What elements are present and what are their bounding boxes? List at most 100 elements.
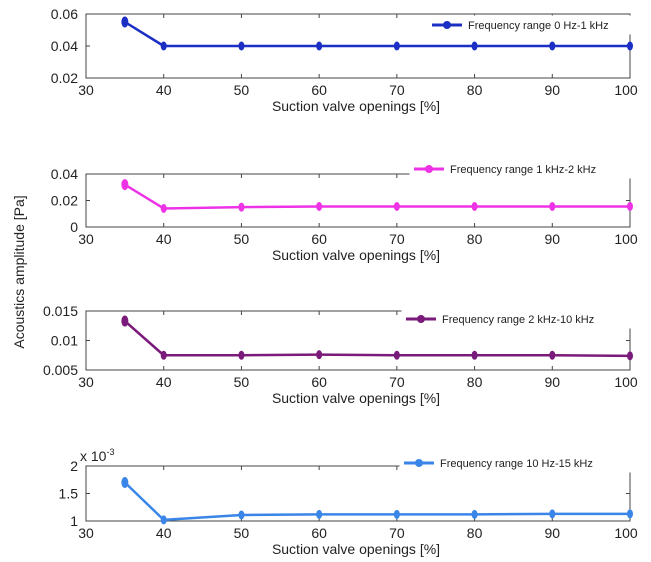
y-tick-label: 0.015	[43, 303, 78, 319]
x-tick-label: 50	[234, 525, 250, 541]
x-tick-label: 90	[544, 82, 560, 98]
x-tick-label: 80	[467, 374, 483, 390]
x-tick-label: 70	[389, 374, 405, 390]
y-tick-label: 1.5	[59, 486, 79, 502]
legend-label: Frequency range 1 kHz-2 kHz	[450, 164, 596, 176]
x-tick-label: 40	[156, 231, 172, 247]
x-tick-label: 40	[156, 374, 172, 390]
legend-marker	[443, 21, 451, 29]
data-point	[627, 509, 633, 519]
x-tick-label: 70	[389, 231, 405, 247]
x-axis-label: Suction valve openings [%]	[272, 98, 440, 114]
y-tick-label: 2	[70, 458, 78, 474]
legend: Frequency range 10 Hz-15 kHz	[399, 453, 631, 473]
y-tick-label: 0.02	[51, 70, 78, 86]
subplot-1: 30 40 50 60 70 80 90 100 0.02 0.04 0.06 Suction val…	[51, 6, 638, 114]
x-tick-label: 40	[156, 525, 172, 541]
legend-box	[409, 159, 631, 179]
subplot-2: 30 40 50 60 70 80 90 100 0 0.02 0.04 Suction valve …	[51, 159, 638, 263]
legend-box	[427, 15, 631, 35]
x-tick-label: 50	[234, 82, 250, 98]
data-point	[121, 16, 129, 28]
y-tick-label: 0.02	[51, 193, 78, 209]
subplot-3: 30 40 50 60 70 80 90 100 0.005 0.01 0.015 Suction v…	[43, 303, 638, 406]
x-tick-label: 80	[467, 525, 483, 541]
legend-label: Frequency range 0 Hz-1 kHz	[468, 20, 609, 32]
x-axis-label: Suction valve openings [%]	[272, 390, 440, 406]
y-tick-label: 1	[70, 513, 78, 529]
x-tick-label: 80	[467, 231, 483, 247]
x-tick-label: 100	[614, 231, 638, 247]
data-point	[549, 350, 556, 360]
data-point	[393, 350, 400, 360]
x-tick-label: 50	[234, 231, 250, 247]
data-point	[471, 201, 478, 211]
data-point	[160, 203, 167, 213]
data-point	[238, 510, 245, 520]
x-tick-label: 90	[544, 374, 560, 390]
x-tick-label: 100	[614, 374, 638, 390]
x-tick-label: 60	[311, 525, 327, 541]
y-tick-label: 0.06	[51, 6, 78, 22]
data-point	[549, 509, 556, 519]
x-tick-label: 60	[311, 231, 327, 247]
y-tick-label: 0	[70, 219, 78, 235]
y-tick-label: 0.005	[43, 362, 78, 378]
legend-label: Frequency range 2 kHz-10 kHz	[442, 314, 594, 326]
x-tick-label: 60	[311, 374, 327, 390]
series-line	[124, 320, 631, 358]
legend-marker	[425, 165, 433, 173]
data-point	[121, 179, 129, 191]
x-tick-label: 30	[78, 82, 94, 98]
data-point	[238, 350, 245, 360]
series-line	[124, 183, 630, 210]
x-tick-label: 40	[156, 82, 172, 98]
x-axis-label: Suction valve openings [%]	[272, 541, 440, 557]
data-point	[471, 509, 478, 519]
x-tick-label: 80	[467, 82, 483, 98]
data-point	[121, 315, 129, 327]
data-point	[160, 350, 167, 360]
x-tick-label: 70	[389, 82, 405, 98]
data-point	[160, 515, 167, 525]
subplot-4: 30 40 50 60 70 80 90 100 1 1.5 2x 10-3 Suction valv…	[59, 447, 638, 557]
legend-box	[401, 309, 631, 329]
data-point	[316, 509, 323, 519]
x-tick-label: 90	[544, 231, 560, 247]
x-tick-label: 50	[234, 374, 250, 390]
x-tick-label: 60	[311, 82, 327, 98]
data-point	[316, 350, 323, 360]
data-point	[316, 41, 323, 51]
data-point	[627, 351, 633, 361]
series-line	[124, 20, 630, 48]
legend-marker	[417, 315, 425, 323]
legend: Frequency range 1 kHz-2 kHz	[409, 159, 631, 179]
shared-y-axis-label: Acoustics amplitude [Pa]	[11, 195, 27, 348]
x-tick-label: 30	[78, 231, 94, 247]
x-tick-label: 70	[389, 525, 405, 541]
x-tick-label: 30	[78, 374, 94, 390]
data-point	[627, 201, 633, 211]
x-tick-label: 100	[614, 525, 638, 541]
data-point	[393, 201, 400, 211]
series-line	[123, 481, 630, 522]
y-tick-label: 0.01	[51, 333, 78, 349]
data-point	[627, 41, 633, 51]
data-point	[393, 41, 400, 51]
x-tick-label: 30	[78, 525, 94, 541]
data-point	[121, 477, 129, 488]
data-point	[316, 201, 323, 211]
legend: Frequency range 0 Hz-1 kHz	[427, 15, 631, 35]
axes-frame	[85, 173, 631, 228]
data-point	[238, 202, 245, 212]
data-point	[549, 41, 556, 51]
data-point	[549, 201, 556, 211]
y-tick-label: 0.04	[51, 38, 78, 54]
data-point	[393, 509, 400, 519]
legend-box	[399, 453, 631, 473]
legend: Frequency range 2 kHz-10 kHz	[401, 309, 631, 329]
legend-label: Frequency range 10 Hz-15 kHz	[440, 458, 593, 470]
data-point	[160, 41, 167, 51]
x-tick-label: 100	[614, 82, 638, 98]
